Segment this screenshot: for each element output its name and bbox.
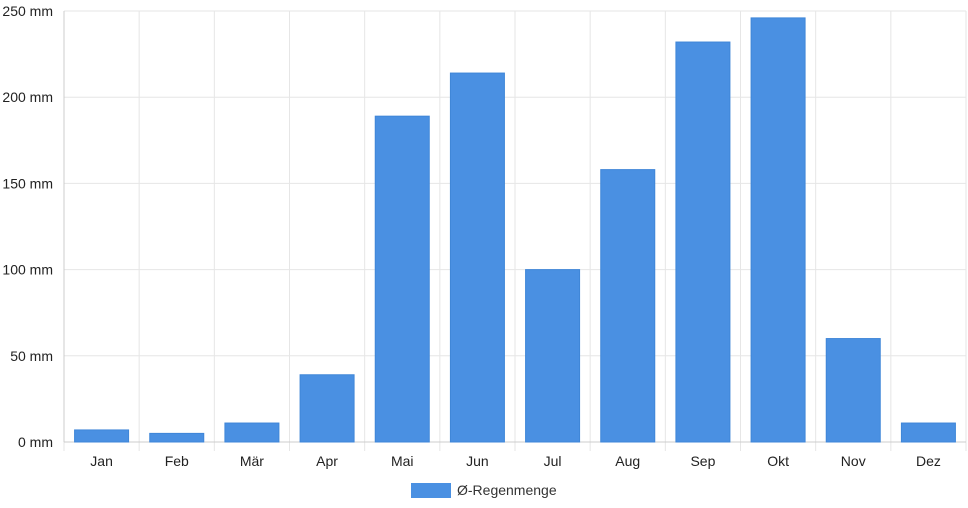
bar-Jun[interactable] — [449, 72, 505, 443]
bar-Feb[interactable] — [149, 432, 205, 443]
x-tick-label: Feb — [165, 453, 189, 469]
y-tick-label: 50 mm — [10, 348, 53, 364]
bar-Jul[interactable] — [525, 269, 581, 443]
bar-Sep[interactable] — [675, 41, 731, 443]
legend-swatch[interactable] — [411, 483, 451, 498]
y-tick-label: 0 mm — [18, 434, 53, 450]
bar-Mai[interactable] — [374, 115, 430, 443]
x-tick-label: Sep — [690, 453, 715, 469]
y-tick-label: 200 mm — [2, 89, 53, 105]
x-axis-labels: Jan Feb Mär Apr Mai Jun Jul Aug Sep Okt Nov Dez — [90, 453, 941, 469]
x-tick-label: Jan — [90, 453, 113, 469]
x-tick-label: Nov — [841, 453, 866, 469]
bar-Nov[interactable] — [825, 338, 881, 443]
x-tick-label: Jun — [466, 453, 489, 469]
bar-Dez[interactable] — [900, 422, 956, 443]
x-tick-label: Jul — [544, 453, 562, 469]
legend[interactable]: Ø-Regenmenge — [411, 482, 557, 498]
y-axis-labels: 0 mm 50 mm 100 mm 150 mm 200 mm 250 mm — [2, 3, 53, 450]
x-tick-label: Apr — [316, 453, 338, 469]
legend-label[interactable]: Ø-Regenmenge — [457, 482, 557, 498]
bar-Apr[interactable] — [299, 374, 355, 443]
y-tick-label: 150 mm — [2, 175, 53, 191]
bar-Okt[interactable] — [750, 17, 806, 443]
bars — [74, 17, 956, 443]
y-tick-label: 250 mm — [2, 3, 53, 19]
x-tick-label: Mai — [391, 453, 414, 469]
x-tick-label: Aug — [615, 453, 640, 469]
bar-Jan[interactable] — [74, 429, 130, 443]
grid-lines — [63, 10, 967, 451]
x-tick-label: Dez — [916, 453, 941, 469]
y-tick-label: 100 mm — [2, 262, 53, 278]
bar-Mär[interactable] — [224, 422, 280, 443]
bar-Aug[interactable] — [600, 169, 656, 443]
x-tick-label: Mär — [240, 453, 264, 469]
x-tick-label: Okt — [767, 453, 789, 469]
